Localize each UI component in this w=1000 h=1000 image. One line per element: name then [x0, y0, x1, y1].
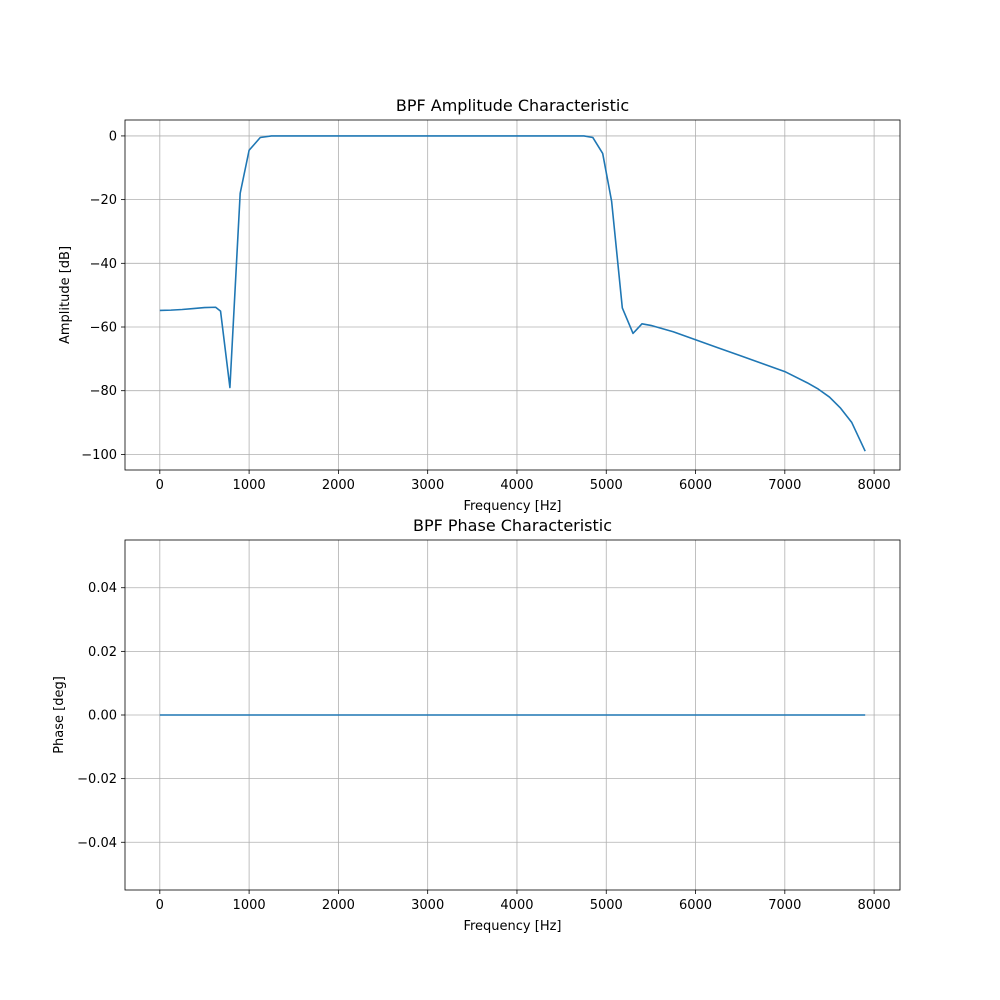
amplitude-x-tick-label: 8000	[858, 478, 891, 493]
phase-y-tick-label: 0.04	[88, 581, 117, 596]
amplitude-x-label: Frequency [Hz]	[463, 499, 561, 514]
phase-y-tick-label: −0.04	[77, 836, 117, 851]
amplitude-y-tick-label: −80	[90, 384, 117, 399]
amplitude-frame	[124, 119, 901, 471]
phase-x-tick-label: 0	[156, 898, 164, 913]
phase-x-label: Frequency [Hz]	[463, 919, 561, 934]
amplitude-y-tick-label: −60	[90, 321, 117, 336]
amplitude-x-tick-label: 3000	[411, 478, 444, 493]
phase-y-tick-label: 0.00	[88, 709, 117, 724]
phase-axes: 0 1000 2000 3000 4000 5000 6000 7000 8000 0.04 0.0…	[52, 516, 901, 934]
amplitude-x-tick-label: 7000	[768, 478, 801, 493]
amplitude-x-tick-label: 1000	[233, 478, 266, 493]
amplitude-ticks: 0 1000 2000 3000 4000 5000 6000 7000 8000 0 −20 −40…	[81, 129, 890, 493]
phase-x-tick-label: 7000	[768, 898, 801, 913]
phase-x-tick-label: 2000	[322, 898, 355, 913]
amplitude-x-tick-label: 4000	[500, 478, 533, 493]
amplitude-x-tick-label: 5000	[590, 478, 623, 493]
phase-title: BPF Phase Characteristic	[413, 516, 612, 535]
phase-y-tick-label: 0.02	[88, 645, 117, 660]
phase-x-tick-label: 5000	[590, 898, 623, 913]
amplitude-y-tick-label: 0	[109, 129, 117, 144]
amplitude-title: BPF Amplitude Characteristic	[396, 96, 629, 115]
phase-x-tick-label: 1000	[233, 898, 266, 913]
amplitude-plot	[159, 135, 866, 452]
amplitude-x-tick-label: 2000	[322, 478, 355, 493]
amplitude-y-tick-label: −40	[90, 257, 117, 272]
phase-x-tick-label: 6000	[679, 898, 712, 913]
phase-x-tick-label: 4000	[500, 898, 533, 913]
phase-x-tick-label: 8000	[858, 898, 891, 913]
phase-ticks: 0 1000 2000 3000 4000 5000 6000 7000 8000 0.04 0.0…	[77, 581, 890, 913]
amplitude-axes: 0 1000 2000 3000 4000 5000 6000 7000 8000 0 −20 −40…	[58, 96, 901, 514]
phase-y-label: Phase [deg]	[52, 676, 67, 754]
phase-y-tick-label: −0.02	[77, 772, 117, 787]
amplitude-y-tick-label: −20	[90, 193, 117, 208]
amplitude-y-tick-label: −100	[81, 448, 117, 463]
amplitude-x-tick-label: 0	[156, 478, 164, 493]
amplitude-x-tick-label: 6000	[679, 478, 712, 493]
amplitude-series-line	[159, 135, 866, 452]
amplitude-y-label: Amplitude [dB]	[58, 246, 73, 344]
phase-x-tick-label: 3000	[411, 898, 444, 913]
